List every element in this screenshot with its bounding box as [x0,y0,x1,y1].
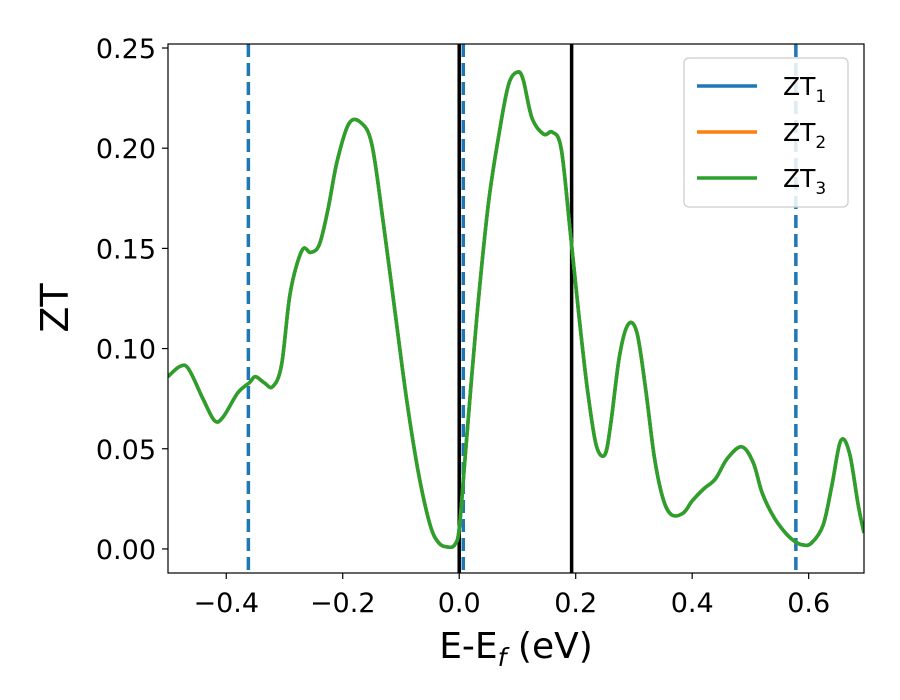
x-tick-label: 0.6 [787,588,830,619]
plot-frame [167,43,865,574]
x-tick-label: 0.0 [438,588,481,619]
series-lines [168,70,864,550]
y-axis-title: ZT [33,283,77,333]
y-tick-label: 0.20 [96,134,156,165]
y-axis-ticks: 0.00 0.05 0.10 0.15 0.20 0.25 [96,34,168,566]
x-axis-ticks: −0.4 −0.2 0.0 0.2 0.4 0.6 [193,573,830,619]
legend-box [683,57,849,208]
legend: ZT1 ZT2 ZT3 [683,57,849,208]
x-tick-label: −0.2 [310,588,376,619]
y-tick-label: 0.10 [96,335,156,366]
x-tick-label: 0.2 [554,588,597,619]
x-tick-label: 0.4 [671,588,714,619]
legend-label-zt2: ZT2 [783,118,826,153]
y-tick-label: 0.05 [96,435,156,466]
x-tick-label: −0.4 [193,588,259,619]
series-line-zt3 [168,70,864,550]
y-tick-label: 0.25 [96,34,156,65]
legend-label-zt3: ZT3 [783,164,826,199]
x-axis-title: E-Ef (eV) [439,626,593,672]
y-tick-label: 0.15 [96,234,156,265]
y-tick-label: 0.00 [96,535,156,566]
legend-label-zt1: ZT1 [783,72,826,107]
